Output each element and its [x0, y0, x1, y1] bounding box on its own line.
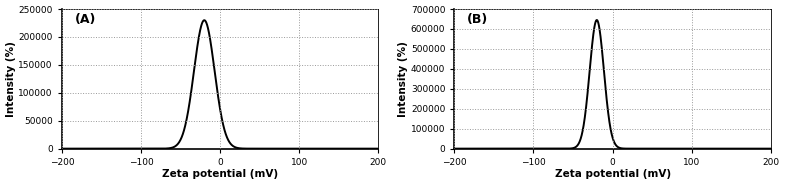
Text: (B): (B) [467, 13, 488, 26]
X-axis label: Zeta potential (mV): Zeta potential (mV) [162, 169, 278, 179]
X-axis label: Zeta potential (mV): Zeta potential (mV) [554, 169, 670, 179]
Y-axis label: Intensity (%): Intensity (%) [398, 41, 408, 117]
Y-axis label: Intensity (%): Intensity (%) [5, 41, 16, 117]
Text: (A): (A) [75, 13, 96, 26]
